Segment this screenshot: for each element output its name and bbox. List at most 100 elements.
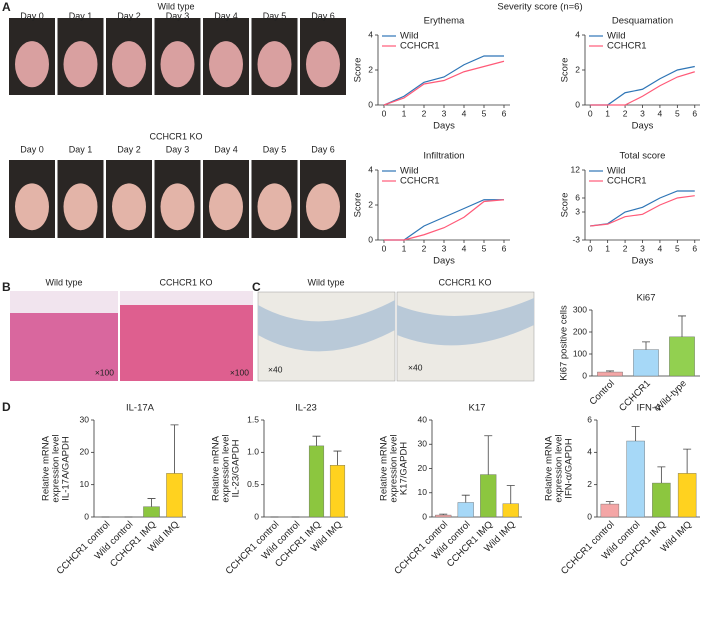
series-line [383,60,505,106]
x-axis-label: Days [632,256,654,267]
day-label: Day 5 [263,11,287,21]
mouse-skin [63,183,98,231]
y-tick-label: 0 [587,511,592,521]
mouse-skin [160,183,195,231]
y-tick-label: 0 [575,99,580,109]
y-axis-label: Relative mRNA [379,435,390,501]
x-tick-label: 2 [422,108,427,118]
y-tick-label: 0 [254,511,259,521]
error-bar [642,341,650,350]
x-tick-label: 0 [382,108,387,118]
y-tick-label: 4 [368,164,373,174]
mouse-skin [63,41,98,88]
error-bar [657,466,666,484]
error-bar [333,450,342,466]
series-line [590,190,695,227]
y-axis-label: Score [560,58,571,83]
y-axis-label: Ki67 positive cells [559,305,570,381]
bar [166,473,183,518]
bar [633,349,659,377]
legend-label: CCHCR1 [400,41,440,52]
histology-image [120,291,253,381]
y-tick-label: 20 [418,463,428,473]
x-tick-label: 3 [442,243,447,253]
x-axis-label: Days [632,121,654,132]
y-tick-label: 6 [587,414,592,424]
y-tick-label: 300 [573,304,587,314]
magnification: ×100 [95,367,114,377]
error-bar [484,435,493,475]
mouse-skin [15,183,49,231]
error-bar [461,494,470,503]
error-bar [506,485,515,504]
y-axis-label: expression level [554,434,565,502]
y-axis-label: Relative mRNA [41,435,52,501]
mouse-skin [112,41,146,88]
mouse-skin [160,41,195,88]
ihc-tissue [397,298,534,346]
group-label: CCHCR1 KO [149,131,202,141]
y-tick-label: 0 [368,234,373,244]
x-tick-label: 1 [402,243,407,253]
chart-title: Erythema [424,16,465,27]
y-axis-label: K17/GAPDH [399,442,410,495]
legend-label: Wild [400,166,418,177]
x-tick-label: 0 [588,108,593,118]
error-bar [439,513,448,516]
bar [480,474,497,518]
day-label: Day 4 [214,144,238,154]
x-tick-label: 4 [462,108,467,118]
x-tick-label: 4 [658,108,663,118]
series-line [384,199,505,241]
series-line [384,199,504,241]
y-tick-label: 2 [368,199,373,209]
day-label: Day 4 [214,11,238,21]
chart-title: IL-17A [126,403,155,414]
x-tick-label: 5 [482,108,487,118]
x-tick-label: 4 [658,243,663,253]
y-tick-label: 200 [573,326,587,336]
legend-label: Wild [607,166,625,177]
ihc-tissue [258,300,395,352]
error-bar [683,448,692,474]
x-tick-label: 2 [623,243,628,253]
day-label: Day 3 [166,11,190,21]
y-tick-label: 40 [418,414,428,424]
y-tick-label: 12 [571,164,581,174]
y-tick-label: 1.0 [247,447,259,457]
error-bar [312,435,321,446]
day-label: Day 0 [20,11,44,21]
x-tick-label: 1 [605,243,610,253]
y-axis-label: Score [353,193,364,218]
y-tick-label: 3 [575,206,580,216]
mouse-skin [257,183,292,231]
chart-title: Total score [620,151,666,162]
magnification: ×100 [230,367,249,377]
x-tick-label: 3 [442,108,447,118]
x-tick-label: 1 [605,108,610,118]
y-axis-label: Relative mRNA [211,435,222,501]
y-axis-label: Score [560,193,571,218]
day-label: Day 3 [166,144,190,154]
x-tick-label: 0 [382,243,387,253]
y-tick-label: 1.5 [247,414,259,424]
histology-image-bg [120,291,253,305]
x-tick-label: 6 [502,108,507,118]
y-tick-label: 10 [418,487,428,497]
chart-title: Ki67 [636,293,655,304]
legend-label: CCHCR1 [400,176,440,187]
y-tick-label: 20 [80,447,90,457]
legend-label: Wild [400,31,418,42]
x-tick-label: 6 [692,108,697,118]
bar [329,465,346,518]
magnification: ×40 [268,364,283,374]
x-tick-label: 3 [640,108,645,118]
bar [143,506,160,518]
bar [652,482,671,518]
y-tick-label: 100 [573,348,587,358]
x-axis-label: Days [433,256,455,267]
y-axis-label: IL-17A/GAPDH [61,436,72,501]
error-bar [606,370,614,373]
y-tick-label: 2 [587,479,592,489]
